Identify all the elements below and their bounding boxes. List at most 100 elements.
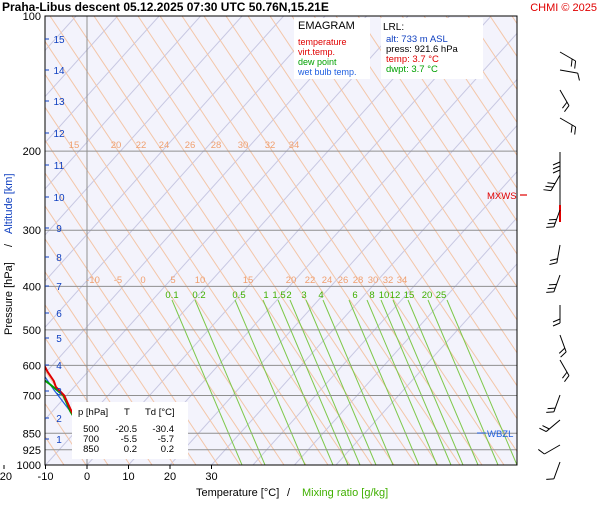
x-axis-label: Temperature [°C]	[196, 487, 279, 499]
mxws-marker: MXWS	[487, 191, 517, 202]
wind-barb-shaft	[560, 70, 578, 73]
plot-area	[45, 16, 517, 465]
km-tick-label: 11	[54, 161, 65, 172]
pressure-tick-label: 200	[23, 146, 41, 158]
dry-adiabat-label: 24	[159, 140, 170, 151]
wind-barb	[554, 360, 571, 382]
mixing-ratio-label: 25	[436, 290, 447, 301]
pressure-tick-label: 500	[23, 325, 41, 337]
wind-barb	[557, 52, 579, 69]
wind-barb-shaft	[560, 90, 569, 106]
table-header-t: T	[124, 407, 130, 418]
dry-adiabat-label: 20	[286, 275, 297, 286]
km-tick-label: 2	[56, 414, 62, 425]
wind-barb	[557, 118, 579, 135]
credit-text: CHMI © 2025	[530, 2, 597, 14]
wind-barb-shaft	[546, 420, 560, 432]
legend-title: EMAGRAM	[298, 20, 355, 32]
dry-adiabat-label: 30	[238, 140, 249, 151]
table-header-p: p [hPa]	[78, 407, 108, 418]
wind-barb	[538, 439, 560, 456]
wind-barb	[543, 172, 560, 194]
km-tick-label: 10	[53, 193, 65, 204]
wind-barb	[554, 90, 571, 112]
km-tick-label: 13	[53, 97, 65, 108]
mixing-ratio-label: 0.2	[192, 290, 205, 301]
wind-barb-feather	[546, 225, 554, 230]
wind-barb-feather	[553, 170, 560, 173]
km-tick-label: 4	[56, 361, 62, 372]
dry-adiabat-label: 28	[353, 275, 364, 286]
wind-barb-feather	[553, 166, 560, 169]
lrl-dwpt: dwpt: 3.7 °C	[386, 64, 438, 75]
dry-adiabat-label: 28	[211, 140, 222, 151]
lrl-box: LRL: alt: 733 m ASL press: 921.6 hPa tem…	[381, 18, 483, 79]
wind-barb-feather	[546, 410, 554, 415]
km-tick-label: 12	[53, 129, 65, 140]
mixing-ratio-label: 2	[286, 290, 291, 301]
wind-barb	[546, 273, 560, 295]
wind-barb	[546, 208, 560, 230]
y-axis-label-2: Altitude [km]	[3, 173, 15, 234]
wind-barb-feather	[553, 162, 560, 165]
mixing-ratio-label: 15	[404, 290, 415, 301]
x-axis-separator: /	[287, 487, 291, 499]
mixing-ratio-label: 1	[263, 290, 268, 301]
wind-barb-feather	[572, 127, 578, 135]
mixing-ratio-label: 0.5	[232, 290, 245, 301]
x-tick-label: 30	[205, 471, 217, 483]
mixing-ratio-label: 12	[390, 290, 401, 301]
wind-barb-shaft	[554, 462, 560, 479]
mixing-ratio-label: 20	[422, 290, 433, 301]
dry-adiabat-label: 22	[136, 140, 147, 151]
wind-barb-feather	[546, 477, 554, 482]
dry-adiabat-label: 32	[265, 140, 276, 151]
km-tick-label: 5	[56, 334, 62, 345]
table-cell: 0.2	[124, 444, 137, 455]
wind-barb-feather	[550, 258, 557, 262]
mixing-ratio-label: 3	[301, 290, 306, 301]
dry-adiabat-label: 24	[322, 275, 333, 286]
lrl-title: LRL:	[383, 22, 404, 33]
dry-adiabat-label: 15	[243, 275, 254, 286]
wind-barbs	[538, 52, 580, 482]
x-tick-label: -10	[38, 471, 54, 483]
dry-adiabat-label: 15	[69, 140, 80, 151]
wind-barb-feather	[558, 348, 566, 353]
wind-barb	[553, 152, 560, 173]
table-cell: 850	[83, 444, 99, 455]
wind-barb-shaft	[551, 175, 560, 191]
dry-adiabat-label: 34	[397, 275, 408, 286]
dry-adiabat-line	[512, 16, 600, 465]
wind-barb-feather	[538, 448, 544, 456]
km-tick-label: 9	[56, 224, 62, 235]
y-axis-label-group: Pressure [hPa] / Altitude [km]	[3, 173, 15, 335]
km-tick-label: 3	[56, 387, 62, 398]
pressure-tick-label: 1000	[17, 460, 41, 472]
legend-box: EMAGRAM temperature virt.temp. dew point…	[294, 18, 370, 79]
wind-barb-shaft	[560, 118, 576, 127]
mixing-ratio-label: 4	[318, 290, 323, 301]
pressure-tick-label: 600	[23, 360, 41, 372]
dry-adiabat-line	[0, 16, 20, 465]
pressure-tick-label: 100	[23, 11, 41, 23]
wind-barb	[546, 393, 560, 415]
pressure-tick-label: 400	[23, 281, 41, 293]
mixing-ratio-label: 6	[352, 290, 357, 301]
dry-adiabat-label: 26	[338, 275, 349, 286]
legend-item-temperature: temperature	[298, 37, 347, 47]
x-tick-label: -20	[0, 471, 12, 483]
wind-barb	[549, 244, 560, 266]
chart-title: Praha-Libus descent 05.12.2025 07:30 UTC…	[2, 0, 329, 14]
wind-barb-shaft	[554, 275, 560, 292]
table-cell: 0.2	[161, 444, 174, 455]
pressure-tick-label: 300	[23, 225, 41, 237]
dry-adiabat-label: 20	[111, 140, 122, 151]
dry-adiabat-label: 5	[170, 275, 175, 286]
mixing-ratio-label: 1.5	[272, 290, 285, 301]
dry-adiabat-label: 32	[383, 275, 394, 286]
x-tick-label: 10	[122, 471, 134, 483]
wind-barb-feather	[560, 352, 568, 357]
